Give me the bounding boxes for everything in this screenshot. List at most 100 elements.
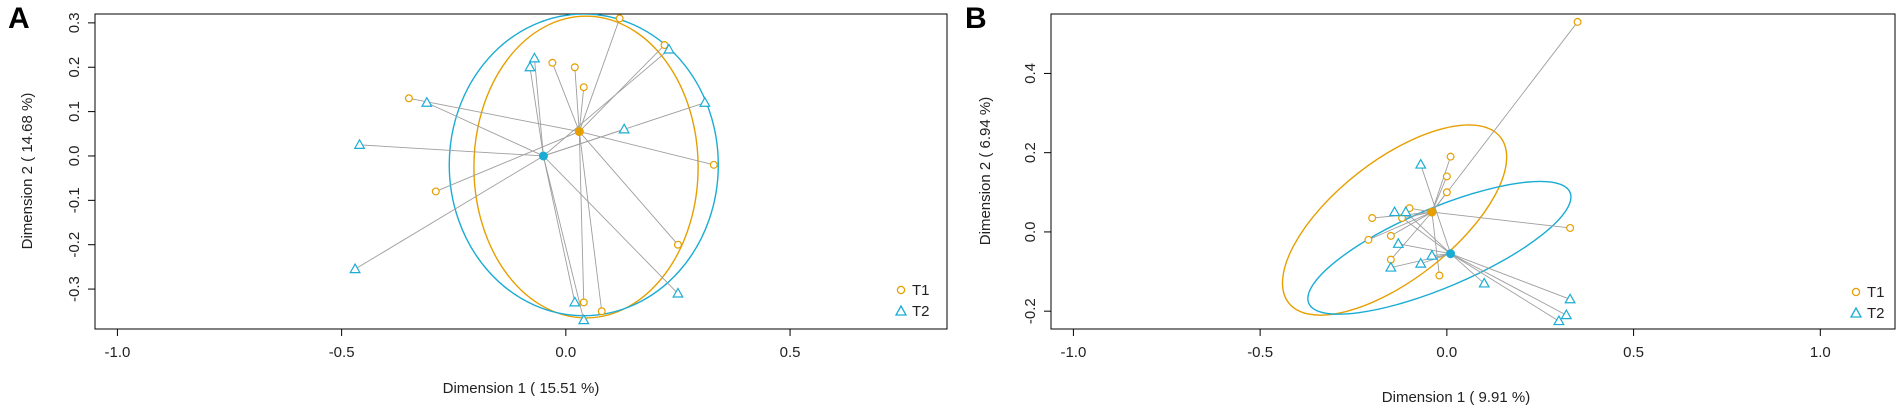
data-point-t2	[577, 313, 590, 325]
legend-label-t1: T1	[912, 282, 930, 299]
spoke-line	[543, 49, 670, 157]
data-point-t2	[1414, 158, 1427, 169]
spoke-line	[1450, 253, 1485, 284]
centroid-t2	[1446, 249, 1456, 259]
data-point-t2	[1392, 237, 1405, 248]
legend-label-t2: T2	[1867, 305, 1885, 322]
data-point-t2	[1560, 308, 1573, 320]
y-axis-ticks: -0.3 -0.2 -0.1 0.0 0.1 0.2 0.3	[66, 12, 95, 302]
spoke-line	[543, 128, 625, 157]
data-point-t1	[1442, 172, 1451, 181]
x-tick-label: 0.5	[1623, 344, 1644, 361]
legend: T1 T2	[894, 282, 930, 320]
spoke-line	[1420, 164, 1452, 254]
data-point-t1	[1386, 231, 1395, 240]
y-tick-label: -0.2	[66, 232, 83, 258]
x-axis-label: Dimension 1 ( 9.91 %)	[1382, 389, 1530, 406]
spoke-line	[426, 102, 544, 157]
spoke-line	[578, 131, 603, 312]
x-axis-ticks: -1.0 -0.5 0.0 0.5	[104, 329, 800, 361]
panel-label-a: A	[8, 2, 30, 35]
spoke-line	[1450, 253, 1567, 316]
centroid-t1	[1427, 207, 1437, 217]
spoke-line	[578, 131, 679, 245]
data-points	[1364, 17, 1582, 326]
x-axis-label: Dimension 1 ( 15.51 %)	[443, 380, 600, 397]
legend: T1 T2	[1849, 284, 1885, 322]
spoke-line	[542, 155, 585, 321]
data-point-t2	[524, 61, 536, 72]
data-point-t2	[1478, 277, 1491, 288]
x-tick-label: -0.5	[329, 344, 355, 361]
data-point-t1	[548, 58, 557, 67]
data-point-t2	[349, 262, 361, 274]
y-tick-label: 0.4	[1022, 63, 1039, 84]
data-point-t1	[709, 160, 718, 169]
data-point-t1	[579, 298, 588, 307]
data-point-t2	[1388, 205, 1401, 217]
data-point-t1	[1364, 235, 1373, 244]
data-point-t1	[1566, 223, 1575, 232]
data-point-t2	[1553, 314, 1565, 326]
data-point-t2	[672, 287, 684, 298]
spoke-line	[1431, 21, 1578, 213]
data-point-t1	[1435, 271, 1444, 280]
spoke-line	[354, 155, 544, 270]
ellipses	[1281, 124, 1572, 316]
spoke-line	[1401, 211, 1433, 219]
spokes	[1368, 21, 1578, 322]
spokes	[354, 18, 714, 321]
spoke-line	[579, 131, 714, 166]
spoke-line	[578, 18, 621, 132]
x-tick-label: -1.0	[104, 344, 130, 361]
data-point-t2	[1414, 257, 1427, 268]
data-point-t2	[1399, 205, 1412, 217]
data-point-t1	[673, 240, 682, 249]
x-tick-label: 0.0	[555, 344, 576, 361]
spoke-line	[529, 67, 544, 157]
x-tick-label: -0.5	[1247, 344, 1273, 361]
y-tick-label: 0.3	[66, 12, 83, 33]
spoke-line	[1405, 211, 1451, 255]
centroid-t2	[538, 151, 548, 161]
spoke-line	[551, 62, 580, 132]
data-point-t1	[579, 83, 588, 92]
x-tick-label: 1.0	[1810, 344, 1831, 361]
data-point-t1	[1442, 188, 1451, 197]
spoke-line	[542, 155, 576, 303]
plot-frame	[1050, 13, 1896, 330]
y-tick-label: 0.2	[1022, 142, 1039, 163]
spoke-line	[1431, 156, 1452, 213]
data-point-t1	[1446, 152, 1455, 161]
spoke-line	[1390, 211, 1433, 260]
x-axis-ticks: -1.0 -0.5 0.0 0.5 1.0	[1060, 329, 1831, 361]
data-point-t2	[421, 96, 433, 107]
data-point-t1	[597, 307, 606, 316]
legend-marker-t2	[894, 304, 908, 316]
spoke-line	[578, 87, 585, 132]
data-point-t2	[699, 96, 711, 107]
spoke-line	[1450, 253, 1560, 322]
y-axis-ticks: -0.2 0.0 0.2 0.4	[1022, 63, 1051, 324]
data-point-t1	[404, 94, 413, 103]
y-tick-label: 0.0	[66, 146, 83, 167]
x-tick-label: -1.0	[1060, 344, 1086, 361]
centroid-t1	[574, 127, 584, 137]
legend-label-t2: T2	[912, 303, 930, 320]
data-point-t1	[660, 41, 669, 50]
data-point-t2	[353, 138, 366, 149]
data-point-t2	[1564, 293, 1576, 304]
spoke-line	[1398, 243, 1451, 255]
y-axis-label: Dimension 2 ( 14.68 %)	[19, 93, 36, 250]
chart-panel-a: -1.0 -0.5 0.0 0.5 -0.3-0.2-0.10.00.10.20.3 …	[19, 12, 948, 397]
y-tick-label: 0.2	[66, 57, 83, 78]
spoke-line	[408, 97, 580, 133]
dispersion-ellipse-t1	[1281, 124, 1508, 316]
data-point-t1	[1573, 17, 1582, 26]
spoke-line	[1450, 253, 1571, 300]
data-points	[349, 14, 718, 325]
y-tick-label: -0.3	[66, 276, 83, 302]
panel-label-b: B	[965, 2, 987, 35]
spoke-line	[534, 58, 544, 157]
spoke-line	[578, 44, 665, 132]
